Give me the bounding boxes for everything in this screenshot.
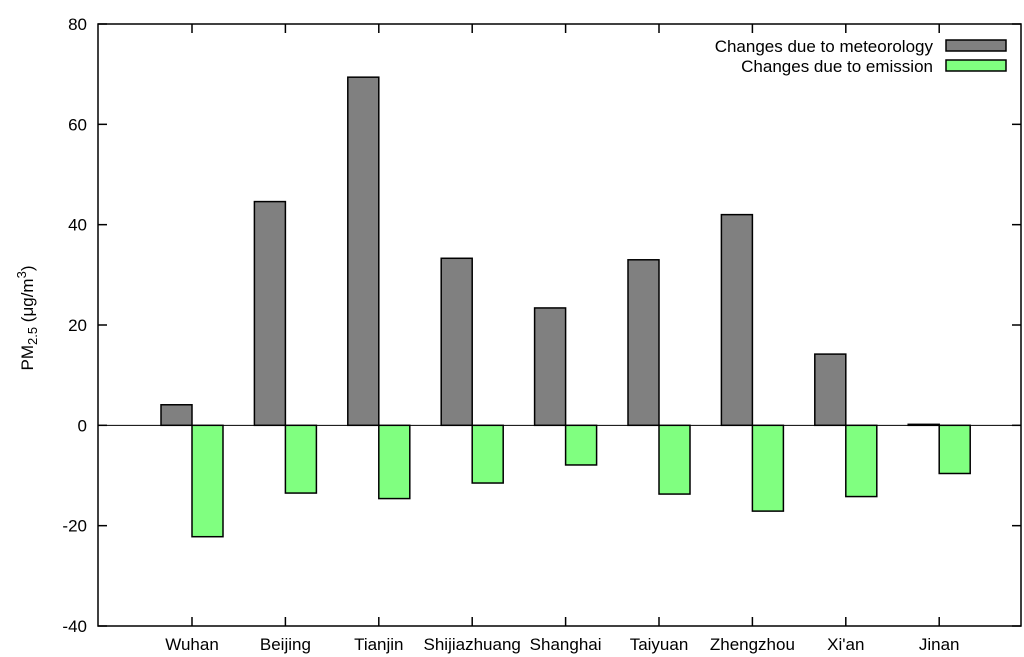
bars-layer xyxy=(160,76,971,538)
x-axis: Wuhan Beijing Tianjin Shijiazhuang Shanghai T… xyxy=(165,24,960,654)
bar-meteorology xyxy=(440,257,473,427)
plot-frame xyxy=(97,23,1022,627)
y-axis-title-units: (μg/m xyxy=(18,278,37,327)
bar-meteorology xyxy=(160,404,193,427)
bar-emission xyxy=(378,424,411,500)
bar-emission xyxy=(284,424,318,494)
y-axis-title-superscript: 3 xyxy=(14,271,29,278)
legend-label-emission: Changes due to emission xyxy=(741,57,933,76)
y-tick-label: -20 xyxy=(62,517,87,536)
legend-swatch-meteorology xyxy=(945,39,1007,52)
bar-emission xyxy=(938,424,971,475)
y-axis-title-prefix: PM xyxy=(18,345,37,371)
bar-emission xyxy=(658,424,691,495)
y-tick-label: -40 xyxy=(62,617,87,636)
bar-meteorology xyxy=(720,213,754,427)
x-tick-label: Jinan xyxy=(919,635,960,654)
bar-emission xyxy=(191,424,224,538)
x-tick-label: Tianjin xyxy=(354,635,403,654)
x-tick-label: Shijiazhuang xyxy=(424,635,521,654)
bar-meteorology xyxy=(533,307,567,427)
legend-swatch-emission xyxy=(945,59,1007,72)
x-tick-label: Beijing xyxy=(260,635,311,654)
legend: Changes due to meteorology Changes due t… xyxy=(715,37,1007,76)
y-axis: -40 -20 0 20 40 60 80 xyxy=(62,15,1021,636)
bar-emission xyxy=(564,424,598,466)
legend-label-meteorology: Changes due to meteorology xyxy=(715,37,934,56)
y-tick-label: 20 xyxy=(68,316,87,335)
y-tick-label: 80 xyxy=(68,15,87,34)
y-axis-title-close: ) xyxy=(18,265,37,271)
bar-meteorology xyxy=(347,76,380,427)
y-tick-label: 0 xyxy=(78,416,87,435)
bar-meteorology xyxy=(814,353,847,427)
x-tick-label: Shanghai xyxy=(530,635,602,654)
y-axis-title: PM2.5 (μg/m3) xyxy=(14,265,40,370)
bar-meteorology xyxy=(627,259,660,427)
x-tick-label: Xi'an xyxy=(827,635,864,654)
bar-meteorology xyxy=(253,200,287,427)
x-tick-label: Taiyuan xyxy=(630,635,689,654)
x-tick-label: Zhengzhou xyxy=(710,635,795,654)
y-tick-label: 60 xyxy=(68,115,87,134)
y-axis-title-subscript: 2.5 xyxy=(25,327,40,345)
bar-emission xyxy=(751,424,785,512)
y-tick-label: 40 xyxy=(68,216,87,235)
bar-emission xyxy=(845,424,878,498)
bar-emission xyxy=(471,424,504,484)
x-tick-label: Wuhan xyxy=(165,635,219,654)
